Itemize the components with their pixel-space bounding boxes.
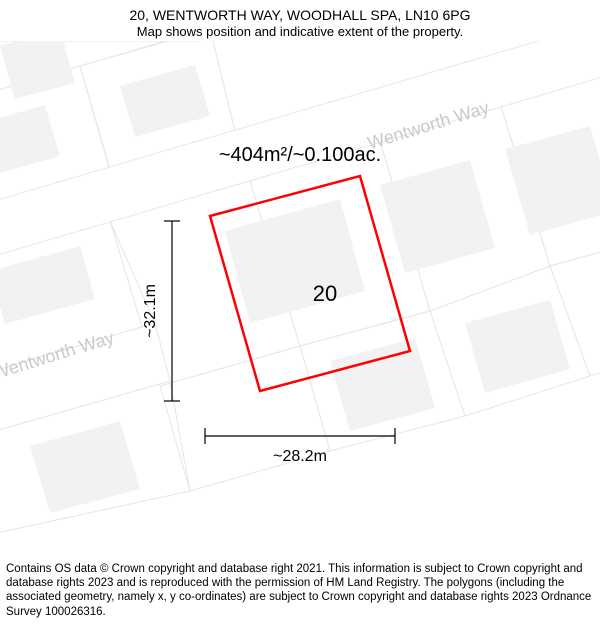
page-title: 20, WENTWORTH WAY, WOODHALL SPA, LN10 6P…	[0, 6, 600, 24]
subject-building-number: 20	[313, 281, 337, 306]
header: 20, WENTWORTH WAY, WOODHALL SPA, LN10 6P…	[0, 0, 600, 41]
horizontal-dimension-label: ~28.2m	[273, 448, 327, 465]
map-svg: Wentworth WayWentworth Way 20 ~32.1m ~28…	[0, 41, 600, 541]
area-label: ~404m²/~0.100ac.	[219, 144, 381, 166]
map-container: Wentworth WayWentworth Way 20 ~32.1m ~28…	[0, 41, 600, 541]
page-subtitle: Map shows position and indicative extent…	[0, 24, 600, 41]
copyright-footer: Contains OS data © Crown copyright and d…	[0, 558, 600, 625]
vertical-dimension-label: ~32.1m	[142, 284, 159, 338]
